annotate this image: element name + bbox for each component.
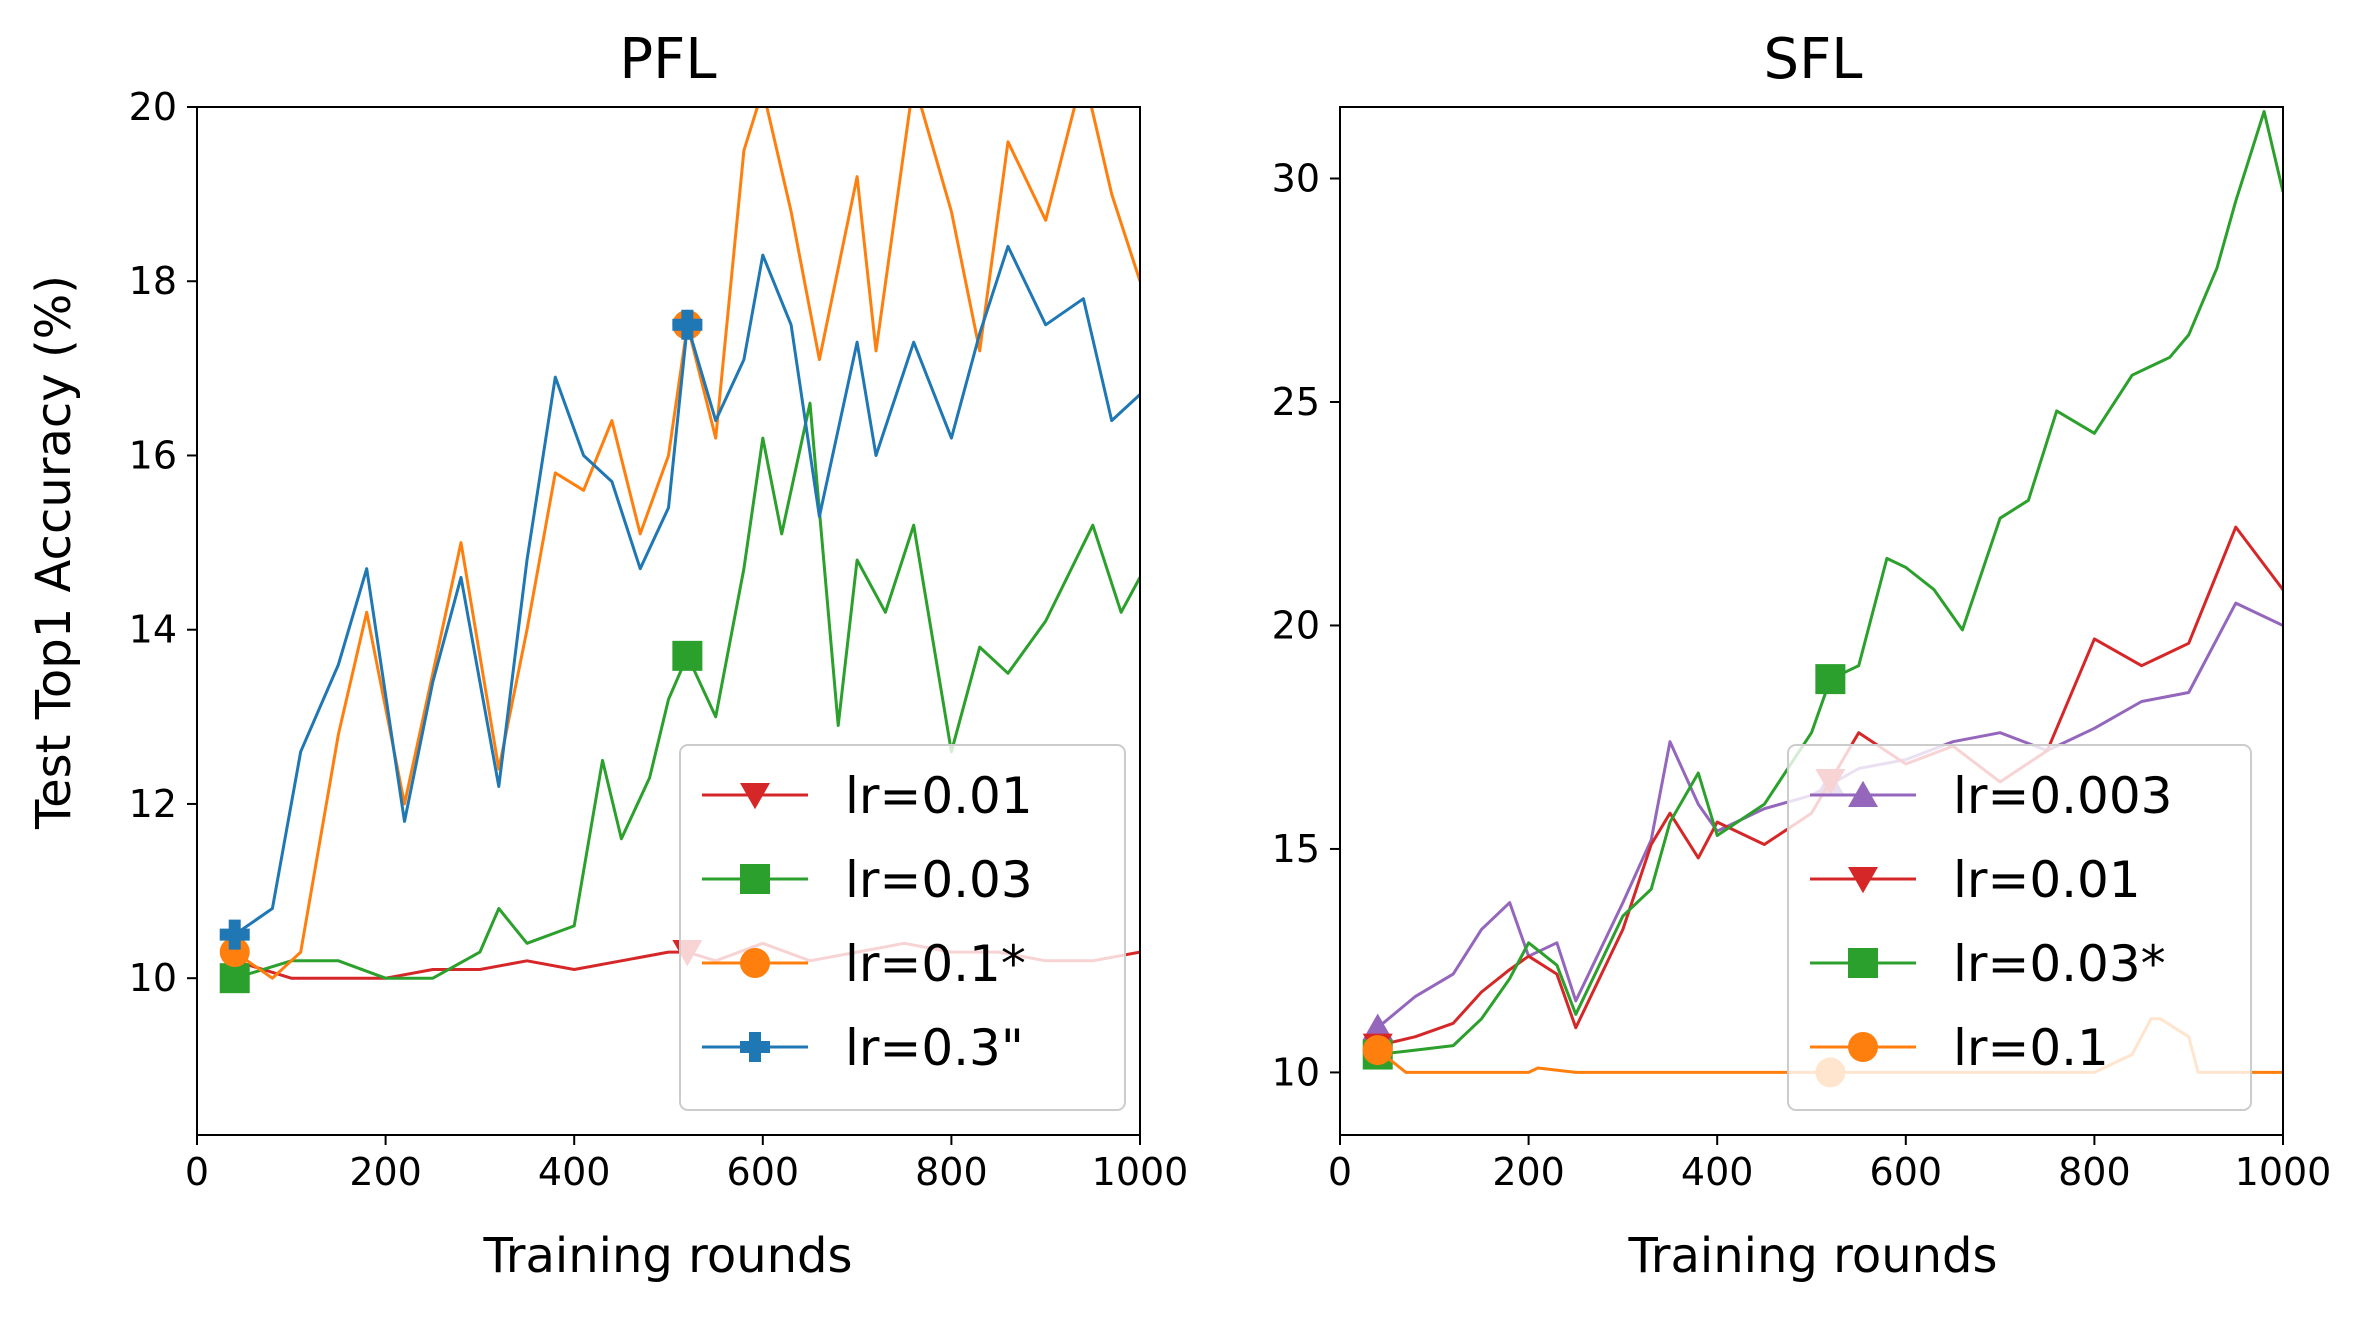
- pfl-x-axis-label: Training rounds: [482, 1228, 852, 1284]
- pfl-series-line-1: [234, 401, 1140, 980]
- pfl-x-tick-label: 600: [727, 1150, 800, 1194]
- pfl-y-tick-label: 14: [129, 608, 177, 652]
- sfl-x-tick-label: 400: [1681, 1150, 1754, 1194]
- sfl-series-line-1: [1377, 525, 2283, 1048]
- sfl-legend-marker-1: [1848, 867, 1878, 894]
- sfl-legend-label-0: lr=0.003: [1953, 767, 2172, 825]
- pfl-series-marker-1: [219, 963, 250, 994]
- pfl-legend-marker-0: [740, 783, 770, 810]
- sfl-legend-marker-0: [1848, 780, 1878, 807]
- sfl-y-tick-label: 30: [1272, 157, 1320, 201]
- pfl-y-tick-label: 12: [129, 782, 177, 826]
- pfl-legend-marker-2: [740, 948, 770, 978]
- sfl-x-axis-label: Training rounds: [1627, 1228, 1997, 1284]
- pfl-y-axis-label: Test Top1 Accuracy (%): [26, 275, 82, 830]
- pfl-y-tick-label: 18: [129, 259, 177, 303]
- pfl-chart-title: PFL: [619, 27, 716, 92]
- pfl-legend-marker-1: [740, 864, 770, 894]
- sfl-y-tick-label: 10: [1272, 1050, 1320, 1094]
- pfl-legend-box: [679, 744, 1126, 1111]
- sfl-x-tick-label: 0: [1328, 1150, 1352, 1194]
- sfl-legend-marker-3: [1848, 1032, 1878, 1062]
- sfl-x-tick-label: 1000: [2235, 1150, 2332, 1194]
- sfl-axes-frame: [1339, 106, 2284, 1136]
- pfl-x-tick-label: 1000: [1092, 1150, 1189, 1194]
- pfl-legend-label-1: lr=0.03: [845, 851, 1033, 909]
- sfl-plot-area: [1362, 110, 2283, 1088]
- sfl-chart: SFL Training rounds 0 200 400 600 800 1000 10 1…: [1272, 27, 2332, 1284]
- pfl-x-tick-label: 400: [538, 1150, 611, 1194]
- sfl-y-tick-label: 20: [1272, 603, 1320, 647]
- pfl-y-tick-label: 10: [129, 956, 177, 1000]
- pfl-legend-label-2: lr=0.1*: [845, 935, 1026, 993]
- pfl-x-tick-label: 0: [185, 1150, 209, 1194]
- sfl-series-marker-3: [1362, 1035, 1393, 1066]
- pfl-series-marker-2: [219, 937, 250, 968]
- sfl-series-marker-2: [1815, 664, 1846, 695]
- sfl-legend: lr=0.003 lr=0.01 lr=0.03* lr=0.1: [1787, 744, 2252, 1111]
- sfl-legend-box: [1787, 744, 2252, 1111]
- pfl-series-marker-3: [219, 919, 250, 950]
- sfl-legend-label-1: lr=0.01: [1953, 851, 2141, 909]
- pfl-y-tick-label: 20: [129, 85, 177, 129]
- pfl-series-marker-1: [672, 640, 703, 671]
- pfl-y-tick-label: 16: [129, 433, 177, 477]
- sfl-chart-title: SFL: [1764, 27, 1863, 92]
- sfl-y-tick-label: 25: [1272, 380, 1320, 424]
- pfl-x-tick-label: 800: [915, 1150, 988, 1194]
- sfl-legend-label-2: lr=0.03*: [1953, 935, 2166, 993]
- pfl-chart: PFL Training rounds Test Top1 Accuracy (…: [26, 27, 1188, 1284]
- sfl-legend-label-3: lr=0.1: [1953, 1019, 2109, 1077]
- sfl-x-tick-label: 800: [2058, 1150, 2131, 1194]
- sfl-series-marker-0: [1362, 1013, 1393, 1040]
- sfl-legend-marker-2: [1848, 948, 1878, 978]
- pfl-legend: lr=0.01 lr=0.03 lr=0.1* lr=0.3": [679, 744, 1126, 1111]
- sfl-x-tick-label: 600: [1870, 1150, 1943, 1194]
- pfl-legend-label-0: lr=0.01: [845, 767, 1033, 825]
- pfl-series-marker-3: [672, 309, 703, 340]
- pfl-x-tick-label: 200: [349, 1150, 422, 1194]
- sfl-x-tick-label: 200: [1492, 1150, 1565, 1194]
- pfl-legend-label-3: lr=0.3": [845, 1019, 1024, 1077]
- pfl-plot-area: [219, 107, 1140, 994]
- pfl-axes-frame: [196, 106, 1141, 1136]
- sfl-y-tick-label: 15: [1272, 827, 1320, 871]
- pfl-legend-marker-3: [740, 1032, 770, 1062]
